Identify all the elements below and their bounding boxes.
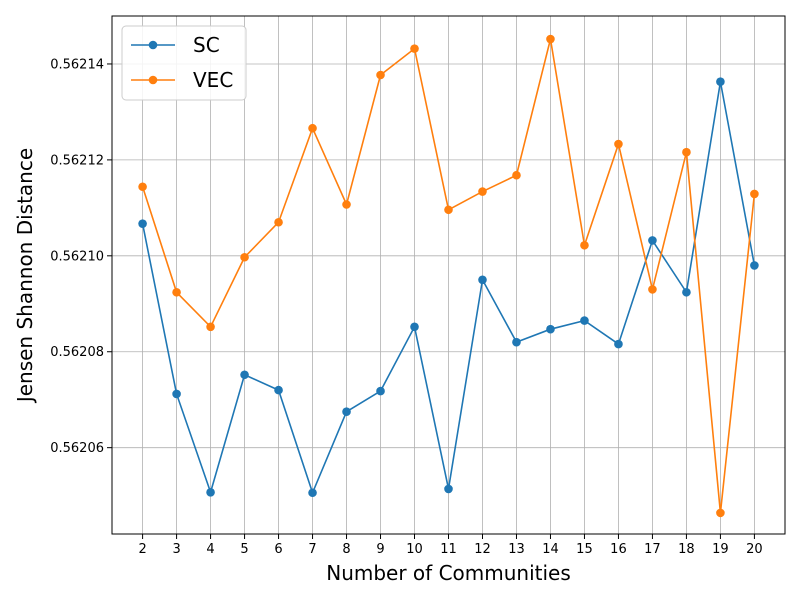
x-tick-label: 18 (678, 542, 695, 557)
data-point-vec (376, 70, 385, 80)
data-point-sc (444, 484, 453, 494)
data-point-vec (512, 170, 521, 180)
data-point-sc (716, 77, 725, 87)
data-point-vec (410, 44, 419, 53)
axis-ticks: 2 3 4 5 6 7 8 9 10 11 12 13 14 15 16 17 18 19 20 0.56206 0.5… (50, 57, 762, 557)
data-point-sc (376, 386, 385, 396)
x-tick-label: 3 (172, 542, 180, 557)
data-point-sc (546, 324, 555, 334)
x-axis-title: Number of Communities (326, 561, 571, 585)
x-tick-label: 11 (440, 542, 457, 557)
x-tick-label: 4 (206, 542, 214, 557)
data-point-vec (444, 205, 453, 215)
data-point-vec (240, 252, 249, 262)
data-point-vec (342, 200, 351, 209)
x-tick-label: 16 (610, 542, 627, 557)
data-point-sc (342, 407, 351, 416)
data-point-sc (614, 339, 623, 349)
data-point-vec (648, 285, 657, 294)
data-point-sc (478, 275, 487, 285)
data-point-vec (614, 139, 623, 149)
series-sc (138, 77, 759, 498)
data-point-sc (648, 236, 657, 245)
x-tick-label: 6 (274, 542, 282, 557)
data-point-vec (138, 182, 147, 192)
data-point-sc (274, 385, 283, 395)
legend-marker (148, 40, 158, 50)
data-point-sc (308, 488, 317, 498)
x-tick-label: 10 (406, 542, 423, 557)
y-axis-title: Jensen Shannon Distance (13, 148, 37, 404)
x-tick-label: 2 (138, 542, 146, 557)
data-point-sc (206, 487, 215, 497)
data-point-sc (750, 261, 759, 270)
x-tick-label: 12 (474, 542, 491, 557)
y-tick-label: 0.56212 (50, 153, 104, 168)
x-tick-label: 14 (542, 542, 559, 557)
data-point-sc (172, 389, 181, 399)
grid-lines (112, 16, 785, 534)
data-point-vec (580, 240, 589, 250)
y-tick-label: 0.56206 (50, 441, 104, 456)
legend-label: SC (193, 33, 220, 57)
data-point-sc (240, 370, 249, 380)
x-tick-label: 9 (376, 542, 384, 557)
x-tick-label: 20 (746, 542, 763, 557)
legend-marker (148, 75, 158, 85)
data-point-sc (682, 287, 691, 297)
data-point-sc (410, 322, 419, 332)
data-point-vec (716, 508, 725, 518)
series-vec (138, 34, 759, 518)
x-tick-label: 17 (644, 542, 661, 557)
data-point-vec (546, 34, 555, 44)
x-tick-label: 13 (508, 542, 525, 557)
data-point-sc (580, 316, 589, 325)
y-tick-label: 0.56214 (50, 57, 104, 72)
data-point-vec (750, 189, 759, 199)
legend: SC VEC (121, 25, 247, 101)
x-tick-label: 7 (308, 542, 316, 557)
y-tick-label: 0.56210 (50, 249, 104, 264)
x-tick-label: 19 (712, 542, 729, 557)
data-point-vec (308, 123, 317, 133)
data-point-sc (512, 337, 521, 347)
x-tick-label: 15 (576, 542, 593, 557)
series-layer (138, 34, 759, 518)
data-point-vec (682, 147, 691, 157)
x-tick-label: 8 (342, 542, 350, 557)
data-point-vec (274, 217, 283, 227)
data-point-vec (478, 187, 487, 196)
data-point-vec (172, 287, 181, 297)
x-tick-label: 5 (240, 542, 248, 557)
data-point-vec (206, 322, 215, 332)
y-tick-label: 0.56208 (50, 345, 104, 360)
legend-label: VEC (193, 68, 233, 92)
data-point-sc (138, 219, 147, 228)
